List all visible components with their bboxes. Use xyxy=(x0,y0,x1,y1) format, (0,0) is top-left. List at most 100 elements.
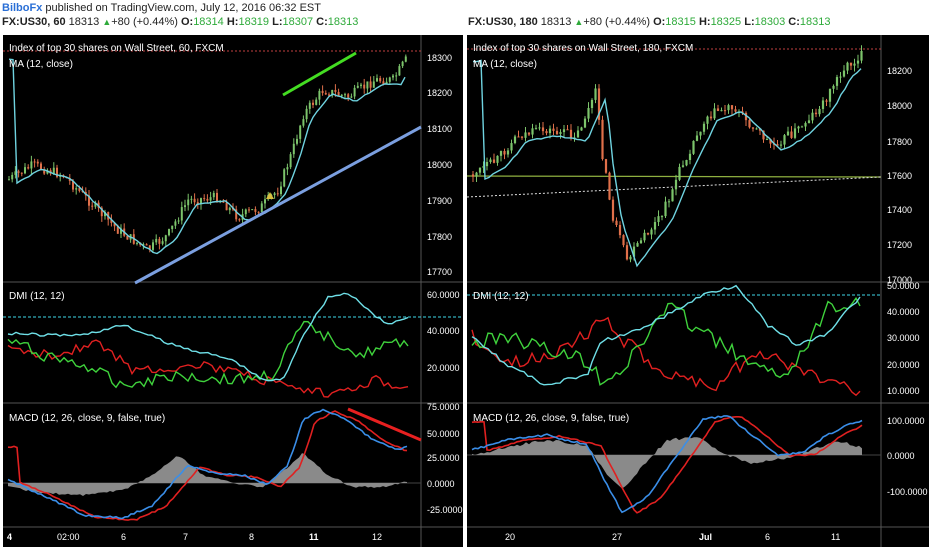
candle-body xyxy=(846,62,849,71)
candle-body xyxy=(597,88,601,120)
candle-body xyxy=(524,132,527,138)
time-tick: 02:00 xyxy=(57,532,80,542)
candle-body xyxy=(818,108,821,115)
candle-body xyxy=(14,171,17,175)
candle-body xyxy=(569,129,573,138)
right-symbol[interactable]: FX:US30, 180 xyxy=(468,16,538,28)
left-symbol[interactable]: FX:US30, 60 xyxy=(2,16,66,28)
right-candlesticks xyxy=(471,45,863,263)
right-symbol-info: FX:US30, 180 18313 ▲+80 (+0.44%) O:18315… xyxy=(468,16,830,28)
dmi-tick: 40.0000 xyxy=(887,307,920,317)
left-open: 18314 xyxy=(193,16,224,28)
candle-body xyxy=(222,200,225,203)
candle-body xyxy=(283,169,286,187)
macd-tick: 25.0000 xyxy=(427,453,460,463)
candle-body xyxy=(489,159,492,163)
candle-body xyxy=(196,202,199,204)
candle-body xyxy=(555,130,559,134)
candle-body xyxy=(337,91,340,96)
left-chart[interactable]: Index of top 30 shares on Wall Street, 6… xyxy=(3,35,463,547)
candle-body xyxy=(709,116,713,119)
dmi-tick: 50.0000 xyxy=(887,281,920,291)
candle-body xyxy=(289,154,292,168)
candle-body xyxy=(209,197,212,201)
right-macd-label: MACD (12, 26, close, 9, false, true) xyxy=(473,413,629,424)
right-l-label: L: xyxy=(744,16,755,28)
candle-body xyxy=(334,90,337,92)
candle-body xyxy=(804,123,807,127)
candle-body xyxy=(360,84,362,86)
price-tick: 18300 xyxy=(427,53,452,63)
right-ma-line xyxy=(473,59,862,268)
right-o-label: O: xyxy=(653,16,666,28)
candle-body xyxy=(751,127,755,129)
left-blue-trendline[interactable] xyxy=(134,125,422,285)
candle-body xyxy=(20,172,23,174)
left-o-label: O: xyxy=(180,16,194,28)
candle-body xyxy=(681,165,685,167)
candle-body xyxy=(308,102,311,109)
candle-body xyxy=(608,172,611,200)
marker-icon xyxy=(266,192,274,199)
candle-body xyxy=(706,116,709,124)
right-open: 18315 xyxy=(665,16,696,28)
left-macd-label: MACD (12, 26, close, 9, false, true) xyxy=(9,413,165,424)
macd-tick: -100.0000 xyxy=(887,487,928,497)
candle-body xyxy=(559,132,562,134)
right-h-label: H: xyxy=(698,16,711,28)
left-macd-axis: 75.0000 50.0000 25.0000 0.0000 -25.0000 xyxy=(427,402,463,515)
right-ma-label: MA (12, close) xyxy=(473,59,537,70)
candle-body xyxy=(158,238,161,244)
left-l-label: L: xyxy=(272,16,283,28)
candle-body xyxy=(541,127,545,132)
left-red-trendline[interactable] xyxy=(347,407,422,442)
candle-body xyxy=(257,211,260,213)
candle-body xyxy=(318,90,321,100)
left-c-label: C: xyxy=(316,16,328,28)
right-macd-signal xyxy=(471,415,863,514)
candle-body xyxy=(688,153,692,161)
right-dotted-trendline[interactable] xyxy=(467,176,882,198)
candle-body xyxy=(496,155,499,163)
left-green-trendline[interactable] xyxy=(282,51,357,97)
price-tick: 17800 xyxy=(887,137,912,147)
candle-body xyxy=(790,131,793,138)
candle-body xyxy=(576,130,580,138)
candle-body xyxy=(113,222,116,227)
candle-body xyxy=(758,128,762,131)
candle-body xyxy=(800,126,804,128)
candle-body xyxy=(392,75,394,78)
price-tick: 18000 xyxy=(887,101,912,111)
candle-body xyxy=(78,188,81,191)
candle-body xyxy=(40,163,42,170)
candle-body xyxy=(615,220,618,225)
left-change: +80 (+0.44%) xyxy=(111,16,178,28)
macd-tick: 0.0000 xyxy=(887,451,915,461)
candle-body xyxy=(678,166,681,180)
author-link[interactable]: BilboFx xyxy=(2,2,43,14)
right-chart-svg[interactable]: Index of top 30 shares on Wall Street, 1… xyxy=(467,35,929,547)
price-tick: 18200 xyxy=(427,88,452,98)
candle-body xyxy=(786,131,790,136)
candle-body xyxy=(730,105,734,110)
dmi-tick: 40.0000 xyxy=(427,326,460,336)
candle-body xyxy=(193,198,196,203)
candle-body xyxy=(828,88,832,102)
candle-body xyxy=(187,199,190,206)
price-tick: 17700 xyxy=(427,267,452,277)
candle-body xyxy=(190,198,193,200)
candle-body xyxy=(482,166,485,168)
candle-body xyxy=(636,243,639,247)
candle-body xyxy=(142,244,145,246)
candle-body xyxy=(650,229,653,235)
candle-body xyxy=(369,81,372,88)
publish-header: BilboFx published on TradingView.com, Ju… xyxy=(0,2,932,16)
candle-body xyxy=(388,77,391,82)
right-close: 18313 xyxy=(799,16,831,28)
candle-body xyxy=(136,242,138,244)
candle-body xyxy=(853,63,856,66)
left-chart-svg[interactable]: Index of top 30 shares on Wall Street, 6… xyxy=(3,35,463,547)
time-tick: 6 xyxy=(121,532,126,542)
right-chart[interactable]: Index of top 30 shares on Wall Street, 1… xyxy=(467,35,929,547)
candle-body xyxy=(302,119,305,126)
